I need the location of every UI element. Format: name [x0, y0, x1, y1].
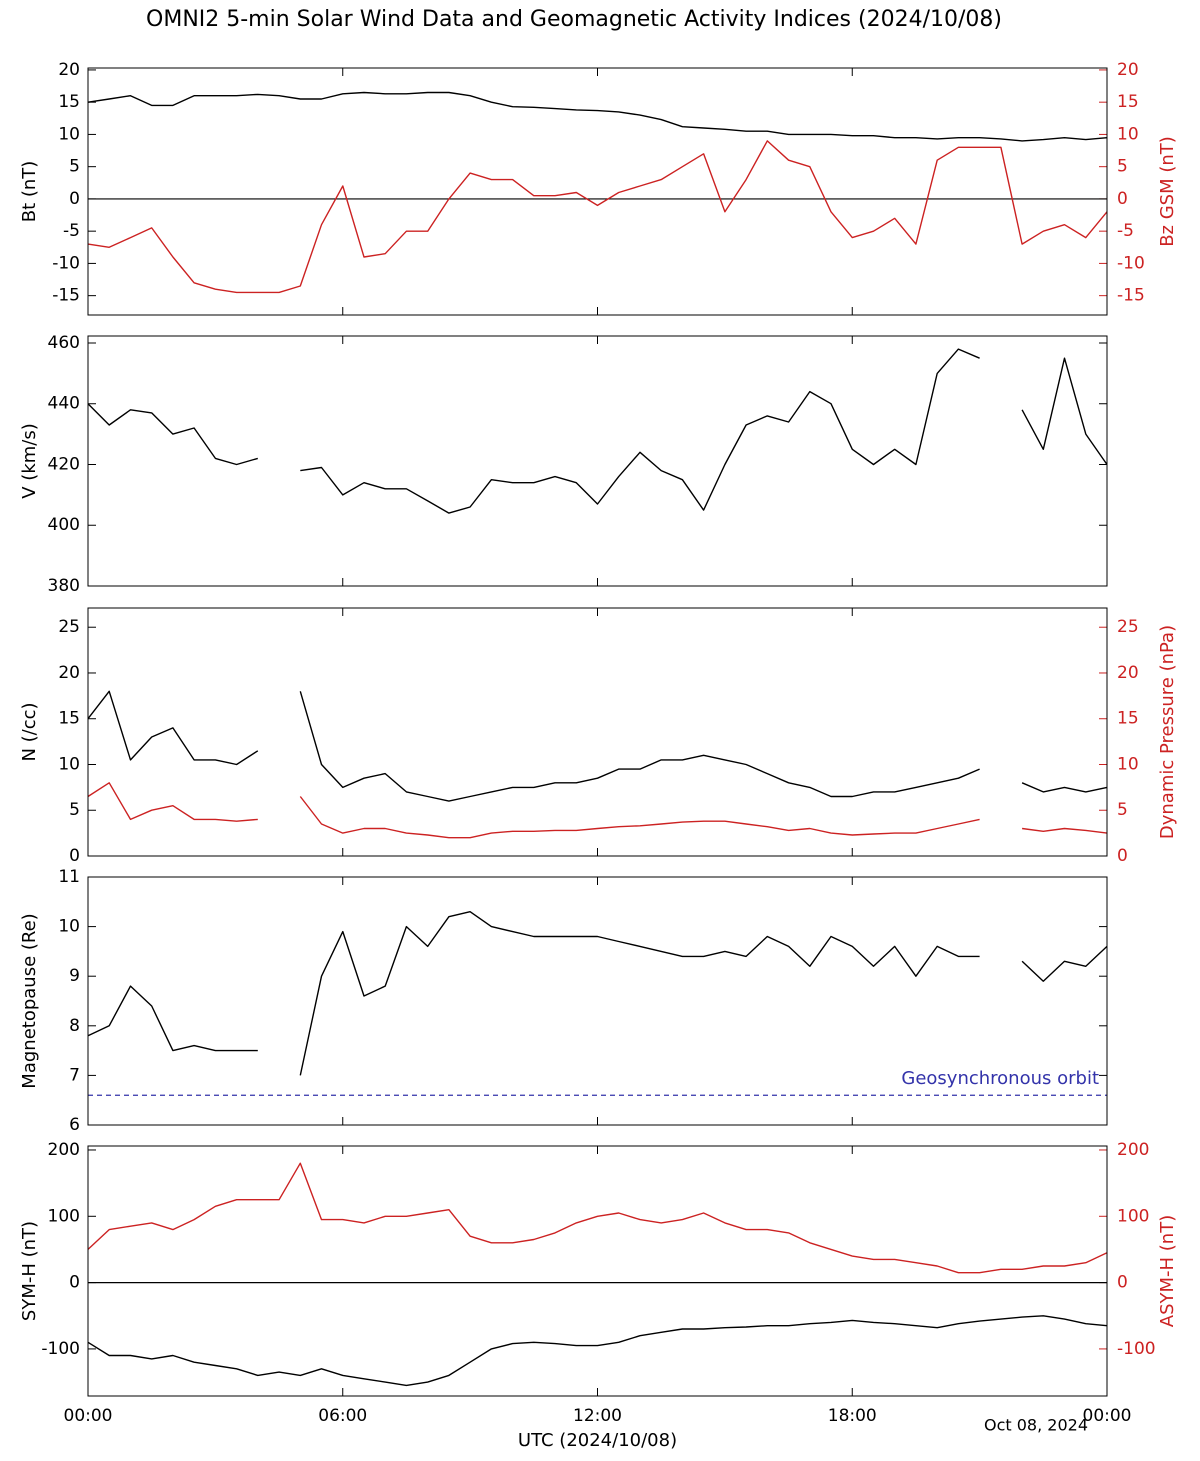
y-tick-label: 0 — [69, 1273, 80, 1293]
y2-tick-label: 0 — [1117, 189, 1128, 209]
y2-tick-label: 15 — [1117, 92, 1139, 112]
y2-tick-label: 0 — [1117, 846, 1128, 866]
y-tick-label: 400 — [48, 515, 80, 535]
y-tick-label: 0 — [69, 846, 80, 866]
y2-tick-label: -5 — [1117, 221, 1134, 241]
y-tick-label: -15 — [52, 286, 80, 306]
series-line — [87, 911, 1108, 1076]
y-tick-label: 10 — [58, 124, 80, 144]
y-axis-label: SYM-H (nT) — [19, 1221, 40, 1321]
y2-axis-label: Dynamic Pressure (nPa) — [1157, 625, 1178, 839]
y-tick-label: 380 — [48, 576, 80, 596]
y-tick-label: 5 — [69, 157, 80, 177]
plot-frame — [87, 1145, 1108, 1397]
series-line — [87, 91, 1108, 142]
y2-tick-label: 200 — [1117, 1140, 1149, 1160]
y2-tick-label: 20 — [1117, 60, 1139, 80]
annotation: Oct 08, 2024 — [984, 1416, 1088, 1435]
y2-tick-label: 100 — [1117, 1206, 1149, 1226]
plot-frame — [87, 335, 1108, 587]
y2-tick-label: -10 — [1117, 253, 1145, 273]
y-axis-label: V (km/s) — [19, 423, 40, 498]
series-line — [87, 1162, 1108, 1274]
x-axis-label: UTC (2024/10/08) — [518, 1430, 677, 1451]
y-tick-label: 15 — [58, 709, 80, 729]
y-tick-label: 440 — [48, 394, 80, 414]
y-axis-label: Magnetopause (Re) — [19, 913, 40, 1088]
y-tick-label: 25 — [58, 617, 80, 637]
y2-tick-label: 5 — [1117, 800, 1128, 820]
plot-frame — [87, 876, 1108, 1126]
x-tick-label: 12:00 — [573, 1406, 622, 1426]
y2-axis-label: ASYM-H (nT) — [1157, 1215, 1178, 1327]
chart-title: OMNI2 5-min Solar Wind Data and Geomagne… — [146, 7, 1002, 32]
y-tick-label: 5 — [69, 800, 80, 820]
x-tick-label: 00:00 — [64, 1406, 113, 1426]
y-axis-label: Bt (nT) — [19, 161, 40, 223]
y2-tick-label: 10 — [1117, 754, 1139, 774]
y2-tick-label: -100 — [1117, 1339, 1156, 1359]
y-tick-label: 11 — [58, 867, 80, 887]
y-tick-label: 100 — [48, 1206, 80, 1226]
y2-tick-label: 15 — [1117, 709, 1139, 729]
y-tick-label: 20 — [58, 60, 80, 80]
y-tick-label: 10 — [58, 917, 80, 937]
series-line — [87, 690, 1108, 802]
y-tick-label: 10 — [58, 754, 80, 774]
series-line — [87, 782, 1108, 839]
y-tick-label: -10 — [52, 253, 80, 273]
series-line — [87, 348, 1108, 514]
y2-tick-label: 10 — [1117, 124, 1139, 144]
series-line — [87, 140, 1108, 294]
x-tick-label: 00:00 — [1083, 1406, 1132, 1426]
y-tick-label: 0 — [69, 189, 80, 209]
y-tick-label: 200 — [48, 1140, 80, 1160]
plot-frame — [87, 607, 1108, 857]
y-tick-label: 20 — [58, 663, 80, 683]
y2-tick-label: 25 — [1117, 617, 1139, 637]
x-tick-label: 06:00 — [318, 1406, 367, 1426]
y-tick-label: 7 — [69, 1065, 80, 1085]
reference-label: Geosynchronous orbit — [901, 1068, 1099, 1089]
y2-axis-label: Bz GSM (nT) — [1157, 136, 1178, 247]
plot-frame — [87, 67, 1108, 316]
y-tick-label: -5 — [63, 221, 80, 241]
y-tick-label: 8 — [69, 1016, 80, 1036]
y2-tick-label: 20 — [1117, 663, 1139, 683]
y-tick-label: 420 — [48, 454, 80, 474]
y-tick-label: 6 — [69, 1115, 80, 1135]
y-axis-label: N (/cc) — [19, 702, 40, 761]
y2-tick-label: -15 — [1117, 286, 1145, 306]
y-tick-label: 460 — [48, 333, 80, 353]
y2-tick-label: 0 — [1117, 1273, 1128, 1293]
series-line — [87, 1315, 1108, 1387]
x-tick-label: 18:00 — [828, 1406, 877, 1426]
y2-tick-label: 5 — [1117, 157, 1128, 177]
y-tick-label: -100 — [41, 1339, 80, 1359]
y-tick-label: 9 — [69, 966, 80, 986]
y-tick-label: 15 — [58, 92, 80, 112]
